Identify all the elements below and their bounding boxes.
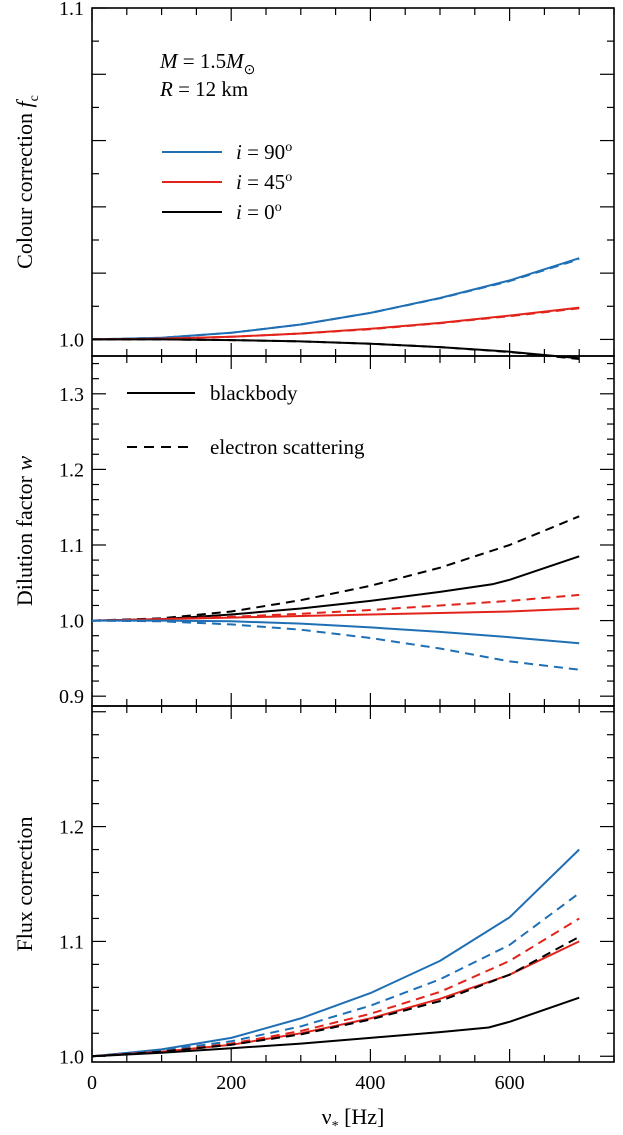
x-axis-label: ν* [Hz] [322, 1104, 385, 1134]
y-tick-label: 1.0 [59, 329, 84, 351]
series-line [91, 515, 580, 622]
y-tick-label: 1.1 [59, 535, 84, 557]
y-axis-title: Flux correction [12, 816, 37, 951]
legend-label: i = 90o [236, 140, 292, 164]
panel-flux-correction: 1.0 1.1 1.2 0 200 400 600 ν* [Hz] Flux correctio… [12, 705, 615, 1134]
radius-annotation: R = 12 km [159, 77, 248, 101]
series-line [91, 306, 580, 341]
y-tick-label: 1.2 [59, 459, 84, 481]
series-line [91, 607, 580, 622]
series-line [91, 996, 580, 1058]
y-tick-label: 0.9 [59, 686, 84, 708]
y-tick-label: 1.2 [59, 817, 84, 839]
series-line [91, 892, 580, 1058]
panel-colour-correction: 1.0 1.1 Colour correction fc M = 1.5M⊙R = 1… [12, 0, 615, 360]
mass-annotation: M = 1.5M⊙ [159, 49, 255, 78]
y-axis-label: Dilution factor w [12, 456, 37, 607]
x-tick-label: 400 [355, 1072, 385, 1094]
legend-label-electron-scattering: electron scattering [210, 435, 365, 459]
series-line [91, 935, 580, 1058]
series-line [91, 593, 580, 622]
series-line [92, 338, 580, 360]
panel-dilution-factor: 0.9 1.0 1.1 1.2 1.3 Dilution factor w blackbod… [12, 355, 615, 708]
series-line [91, 307, 580, 341]
series-line [91, 940, 580, 1058]
y-axis-label: Colour correction fc [12, 95, 42, 269]
y-tick-label: 1.1 [59, 0, 84, 20]
y-axis-title: Colour correction fc [12, 95, 42, 269]
y-axis-label: Flux correction [12, 816, 37, 951]
series-line [91, 848, 580, 1058]
legend-label: i = 45o [236, 170, 292, 194]
y-axis-title: Dilution factor w [12, 456, 37, 607]
y-tick-label: 1.3 [59, 384, 84, 406]
series-line [91, 619, 580, 671]
x-tick-label: 600 [495, 1072, 525, 1094]
series-line [91, 917, 580, 1058]
x-tick-label: 200 [216, 1072, 246, 1094]
y-tick-label: 1.0 [59, 1046, 84, 1068]
y-tick-label: 1.1 [59, 931, 84, 953]
legend-label-blackbody: blackbody [210, 381, 298, 405]
plot-frame [91, 355, 615, 707]
series-line [92, 619, 580, 645]
legend-label: i = 0o [236, 200, 282, 224]
series-line [91, 258, 580, 341]
x-tick-label: 0 [87, 1072, 97, 1094]
series-line [91, 257, 580, 341]
y-tick-label: 1.0 [59, 611, 84, 633]
plot-frame [91, 705, 615, 1063]
